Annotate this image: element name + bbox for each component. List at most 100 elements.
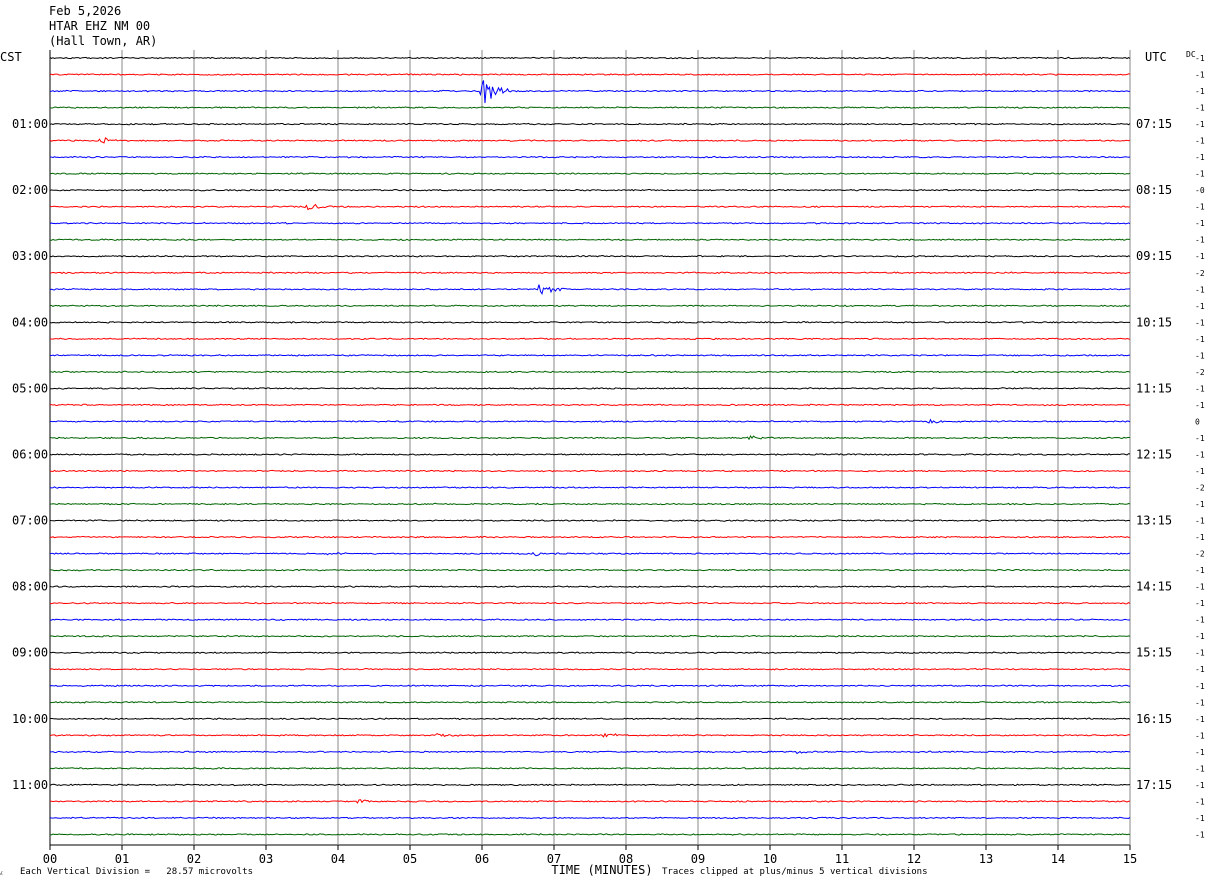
- dc-offset-label: -1: [1195, 698, 1205, 707]
- dc-offset-label: -1: [1195, 517, 1205, 526]
- seismic-trace: [49, 684, 1131, 688]
- dc-offset-label: -1: [1195, 632, 1205, 641]
- seismic-trace: [49, 634, 1131, 638]
- seismic-trace: [49, 387, 1131, 390]
- x-tick-label: 09: [691, 852, 705, 866]
- right-hour-label: 13:15: [1136, 514, 1172, 528]
- seismic-trace: [49, 172, 1131, 175]
- seismic-trace: [49, 122, 1131, 126]
- x-tick-label: 13: [979, 852, 993, 866]
- dc-offset-label: -1: [1195, 302, 1205, 311]
- corner-mark: ⁁: [0, 866, 3, 876]
- seismic-trace: [49, 767, 1131, 770]
- dc-offset-label: -1: [1195, 401, 1205, 410]
- x-tick-label: 01: [115, 852, 129, 866]
- dc-offset-label: -1: [1195, 335, 1205, 344]
- right-hour-label: 11:15: [1136, 381, 1172, 395]
- right-hour-label: 09:15: [1136, 249, 1172, 263]
- seismic-trace: [49, 551, 1131, 557]
- right-hour-label: 12:15: [1136, 447, 1172, 461]
- dc-column-header: DC: [1186, 50, 1196, 59]
- dc-offset-label: -1: [1195, 748, 1205, 757]
- dc-offset-label: -1: [1195, 830, 1205, 839]
- left-hour-label: 01:00: [12, 117, 48, 131]
- seismic-trace: [49, 73, 1131, 76]
- seismic-trace: [49, 155, 1131, 159]
- x-tick-label: 14: [1051, 852, 1065, 866]
- seismic-trace: [49, 321, 1131, 324]
- dc-offset-label: -1: [1195, 797, 1205, 806]
- right-hour-label: 15:15: [1136, 646, 1172, 660]
- dc-offset-label: -1: [1195, 583, 1205, 592]
- seismic-trace: [49, 535, 1131, 539]
- right-hour-label: 08:15: [1136, 183, 1172, 197]
- seismic-trace: [49, 203, 1131, 211]
- dc-offset-label: -2: [1195, 368, 1205, 377]
- seismic-trace: [49, 304, 1131, 308]
- right-hour-label: 16:15: [1136, 712, 1172, 726]
- x-tick-label: 10: [763, 852, 777, 866]
- dc-offset-label: -1: [1195, 781, 1205, 790]
- x-axis-title: TIME (MINUTES): [551, 863, 652, 877]
- vertical-division-note: Each Vertical Division = 28.57 microvolt…: [20, 867, 253, 877]
- seismic-trace: [49, 816, 1131, 820]
- dc-offset-label: -1: [1195, 450, 1205, 459]
- seismic-trace: [49, 337, 1131, 341]
- seismic-trace: [49, 700, 1131, 704]
- dc-offset-label: 0: [1195, 417, 1200, 426]
- dc-offset-label: -1: [1195, 170, 1205, 179]
- record-date: Feb 5,2026: [49, 4, 122, 18]
- left-hour-label: 10:00: [12, 712, 48, 726]
- dc-offset-label: -1: [1195, 219, 1205, 228]
- dc-offset-label: -1: [1195, 203, 1205, 212]
- seismic-trace: [49, 271, 1131, 275]
- left-hour-label: 08:00: [12, 580, 48, 594]
- dc-offset-label: -1: [1195, 649, 1205, 658]
- seismic-trace: [49, 221, 1131, 225]
- seismic-trace: [49, 80, 1131, 104]
- dc-offset-label: -1: [1195, 351, 1205, 360]
- seismic-trace: [49, 106, 1131, 109]
- x-tick-label: 08: [619, 852, 633, 866]
- seismic-trace: [49, 651, 1131, 654]
- seismic-trace: [50, 568, 1131, 572]
- seismic-trace: [49, 618, 1131, 621]
- seismic-trace: [49, 799, 1131, 804]
- x-tick-label: 06: [475, 852, 489, 866]
- dc-offset-label: -2: [1195, 269, 1205, 278]
- right-timezone-label: UTC: [1145, 50, 1167, 64]
- x-tick-label: 11: [835, 852, 849, 866]
- right-hour-label: 10:15: [1136, 315, 1172, 329]
- dc-offset-label: -1: [1195, 153, 1205, 162]
- x-tick-label: 05: [403, 852, 417, 866]
- dc-offset-label: -1: [1195, 764, 1205, 773]
- dc-offset-label: -1: [1195, 236, 1205, 245]
- dc-offset-label: -1: [1195, 814, 1205, 823]
- dc-offset-label: -1: [1195, 731, 1205, 740]
- seismic-trace: [49, 284, 1131, 296]
- seismic-trace: [49, 255, 1131, 258]
- seismic-trace: [49, 486, 1131, 489]
- right-hour-label: 07:15: [1136, 117, 1172, 131]
- dc-offset-label: -1: [1195, 285, 1205, 294]
- x-tick-label: 15: [1123, 852, 1137, 866]
- seismic-trace: [49, 502, 1131, 506]
- clipping-note: Traces clipped at plus/minus 5 vertical …: [662, 867, 928, 877]
- dc-offset-label: -1: [1195, 120, 1205, 129]
- dc-offset-label: -1: [1195, 599, 1205, 608]
- dc-offset-label: -1: [1195, 616, 1205, 625]
- dc-offset-label: -1: [1195, 665, 1205, 674]
- left-hour-label: 07:00: [12, 514, 48, 528]
- dc-offset-label: -1: [1195, 318, 1205, 327]
- dc-offset-label: -1: [1195, 500, 1205, 509]
- dc-offset-label: -1: [1195, 682, 1205, 691]
- left-hour-label: 02:00: [12, 183, 48, 197]
- left-hour-label: 03:00: [12, 249, 48, 263]
- station-code: HTAR EHZ NM 00: [49, 19, 151, 33]
- left-hour-label: 04:00: [12, 315, 48, 329]
- dc-offset-label: -1: [1195, 533, 1205, 542]
- seismic-trace: [49, 783, 1131, 787]
- seismic-trace: [49, 370, 1131, 374]
- seismic-trace: [49, 56, 1131, 60]
